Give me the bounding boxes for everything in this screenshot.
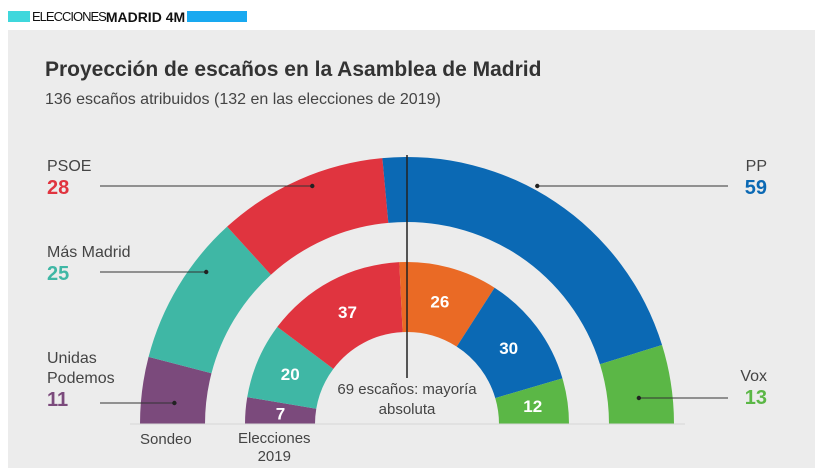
chart-subtitle: 136 escaños atribuidos (132 en las elecc… (45, 91, 441, 108)
seat-arc-0-vox (599, 345, 674, 424)
brand-header: ELECCIONES MADRID 4M (8, 8, 248, 25)
leader-dot (310, 183, 315, 189)
label-vox: Vox 13 (740, 368, 767, 409)
label-unidas-podemos: Unidas Podemos 11 (47, 350, 115, 411)
seat-arc-1-ciudadanos (399, 262, 495, 347)
ring-label-sondeo: Sondeo (140, 431, 192, 448)
seat-arc-1-psoe (277, 262, 403, 369)
seat-value-2019: 30 (499, 339, 518, 358)
seat-value-2019: 7 (276, 404, 285, 423)
brand-bar-right (187, 11, 248, 22)
seat-arc-0-más-madrid (148, 226, 271, 374)
seat-arc-1-vox (495, 378, 569, 424)
leader-dot (535, 183, 540, 189)
seat-value-2019: 12 (523, 397, 542, 416)
seat-arc-1-unidas-podemos (245, 397, 317, 424)
ring-label-elecciones-2019: Elecciones 2019 (238, 430, 311, 465)
leader-dot (204, 269, 209, 275)
seat-arc-0-pp (382, 157, 663, 365)
majority-label: 69 escaños: mayoría absoluta (337, 381, 477, 418)
seat-arc-1-pp (456, 287, 563, 399)
chart-title: Proyección de escaños en la Asamblea de … (45, 58, 542, 81)
brand-name: MADRID 4M (105, 8, 186, 25)
label-mas-madrid: Más Madrid 25 (47, 244, 131, 285)
label-pp: PP 59 (744, 158, 767, 199)
leader-dot (172, 400, 177, 406)
seat-value-2019: 37 (338, 303, 357, 322)
seat-arc-1-más-madrid (247, 326, 334, 409)
seat-value-2019: 20 (281, 365, 300, 384)
brand-bar-left (8, 11, 30, 22)
seat-arc-0-psoe (227, 158, 389, 275)
seat-arc-0-unidas-podemos (140, 356, 212, 424)
leader-dot (636, 395, 642, 401)
seat-value-2019: 26 (430, 292, 449, 311)
brand-prefix: ELECCIONES (32, 9, 107, 24)
label-psoe: PSOE 28 (47, 158, 92, 199)
